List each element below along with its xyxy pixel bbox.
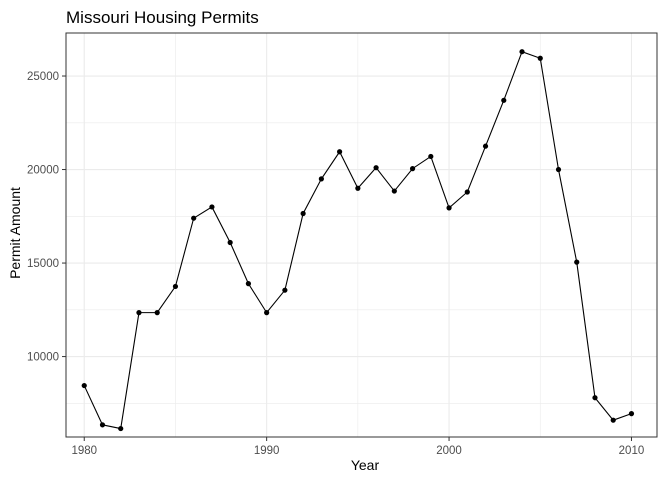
data-point — [592, 395, 598, 401]
data-point — [501, 97, 507, 103]
data-point — [409, 166, 416, 172]
y-tick-label: 25000 — [27, 71, 59, 83]
y-tick-label: 20000 — [27, 165, 59, 177]
grid-lines — [66, 33, 657, 437]
data-point — [373, 165, 379, 171]
x-tick-label: 2010 — [619, 445, 645, 457]
data-point — [245, 281, 252, 287]
x-tick-label: 1980 — [71, 445, 97, 457]
chart-title: Missouri Housing Permits — [66, 8, 259, 27]
data-point — [555, 166, 562, 173]
y-axis-ticks: 10000 15000 20000 25000 — [27, 71, 66, 364]
data-point — [537, 55, 543, 61]
data-point — [264, 310, 270, 316]
data-point — [610, 417, 616, 423]
data-point — [136, 310, 142, 316]
x-axis-ticks: 1980 1990 2000 2010 — [71, 437, 644, 457]
data-point — [300, 210, 306, 217]
x-axis-title: Year — [351, 457, 380, 473]
x-tick-label: 2000 — [436, 445, 462, 457]
data-point — [446, 205, 452, 211]
data-point — [574, 259, 580, 265]
data-point — [154, 310, 160, 316]
data-point — [227, 239, 233, 246]
data-point — [318, 176, 324, 182]
data-point — [464, 189, 470, 195]
x-tick-label: 1990 — [254, 445, 280, 457]
data-point — [355, 185, 361, 191]
panel-border — [65, 32, 658, 438]
y-axis-title: Permit Amount — [7, 187, 23, 279]
data-point — [282, 287, 288, 293]
data-point — [118, 425, 124, 432]
data-point — [391, 188, 397, 194]
data-point — [337, 149, 343, 155]
y-tick-label: 10000 — [27, 352, 59, 364]
data-point — [81, 382, 87, 389]
data-point — [172, 283, 179, 290]
data-point — [191, 215, 197, 221]
data-point — [428, 153, 434, 160]
y-tick-label: 15000 — [27, 258, 59, 270]
data-point — [482, 143, 489, 149]
data-series — [81, 49, 635, 432]
data-point — [519, 49, 525, 55]
data-point — [209, 204, 215, 210]
data-point — [99, 422, 106, 428]
data-point — [628, 411, 635, 417]
